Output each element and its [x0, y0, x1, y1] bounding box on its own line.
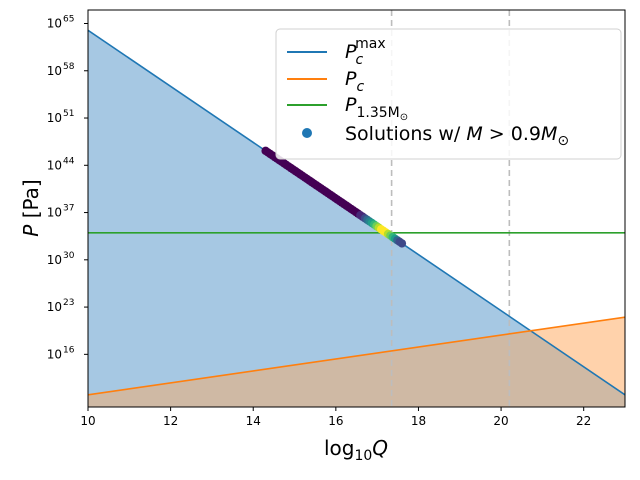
legend-box — [275, 28, 622, 160]
pcmax-fill — [88, 30, 531, 395]
y-tick-label: 10 — [47, 300, 62, 314]
vertical-reference-lines — [390, 10, 511, 407]
legend-solutions-label: Solutions w/ M > 0.9M⊙ — [345, 123, 569, 149]
pc-fill — [530, 317, 625, 395]
y-tick-label: 10 — [47, 206, 62, 220]
solutions-scatter — [261, 146, 407, 248]
plot-frame — [87, 9, 626, 408]
x-axis-label: log10Q — [324, 436, 388, 464]
overlap-fill — [88, 330, 625, 407]
legend-pc-label: Pc — [345, 68, 364, 95]
x-tick-label: 18 — [411, 414, 426, 428]
y-tick-exponent: 44 — [63, 156, 75, 166]
y-tick-exponent: 30 — [63, 251, 75, 261]
x-tick-label: 16 — [328, 414, 343, 428]
y-tick-label: 10 — [47, 253, 62, 267]
fill-regions — [88, 30, 625, 407]
y-axis-label: P [Pa] — [19, 179, 43, 236]
x-tick-label: 12 — [163, 414, 178, 428]
x-tick-label: 22 — [576, 414, 591, 428]
x-tick-label: 14 — [246, 414, 261, 428]
y-tick-label: 10 — [47, 111, 62, 125]
x-tick-label: 10 — [80, 414, 95, 428]
solution-point — [397, 239, 407, 248]
pc-line — [88, 316, 625, 396]
x-axis-ticks: 10 12 14 16 18 20 22 — [80, 407, 591, 428]
legend-pcmax-label: Pcmax — [345, 36, 386, 68]
y-tick-label: 10 — [47, 158, 62, 172]
legend-p135-label: P1.35M⊙ — [345, 94, 408, 123]
y-tick-exponent: 51 — [63, 109, 74, 119]
legend-solutions-swatch — [302, 128, 312, 138]
y-tick-exponent: 65 — [63, 15, 74, 25]
y-tick-exponent: 58 — [63, 62, 75, 72]
y-tick-label: 10 — [47, 347, 62, 361]
y-tick-exponent: 37 — [63, 204, 74, 214]
y-tick-exponent: 16 — [63, 345, 75, 355]
y-tick-label: 10 — [47, 17, 62, 31]
y-tick-exponent: 23 — [63, 298, 74, 308]
x-tick-label: 20 — [493, 414, 508, 428]
y-tick-label: 10 — [47, 64, 62, 78]
